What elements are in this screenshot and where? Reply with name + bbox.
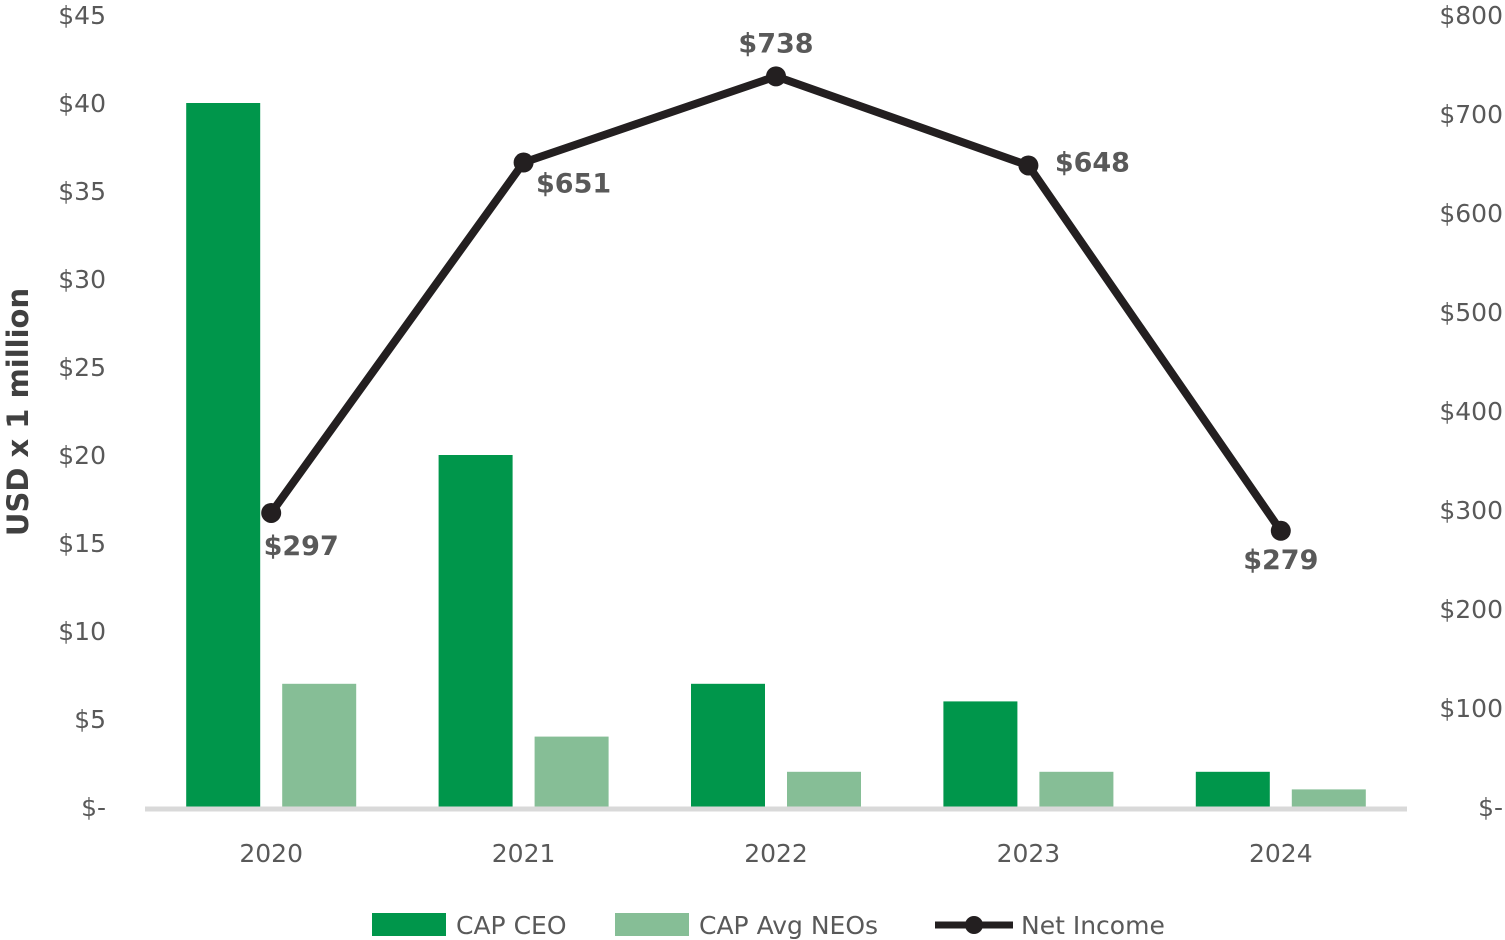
y-tick-label-right: $- — [1478, 793, 1503, 822]
x-tick-label-2021: 2021 — [492, 839, 556, 868]
bar-cap-avg-neos-2022 — [787, 771, 861, 807]
y-tick-label-left: $- — [81, 793, 106, 822]
y-tick-label-right: $700 — [1439, 100, 1503, 129]
y-tick-label-left: $40 — [58, 89, 106, 118]
y-tick-label-right: $200 — [1439, 595, 1503, 624]
y-tick-label-right: $300 — [1439, 496, 1503, 525]
net-income-data-label-2021: $651 — [536, 169, 611, 200]
y-tick-label-left: $20 — [58, 441, 106, 470]
y-axis-right: $- $100 $200 $300 $400 $500 $600 $700 $800 — [1439, 1, 1503, 822]
legend-label-net-income: Net Income — [1021, 911, 1165, 940]
legend: CAP CEO CAP Avg NEOs Net Income — [372, 911, 1165, 940]
bar-cap-ceo-2022 — [691, 683, 765, 807]
x-tick-label-2020: 2020 — [239, 839, 303, 868]
net-income-line — [267, 72, 1285, 534]
bar-cap-ceo-2024 — [1195, 771, 1270, 807]
bar-cap-avg-neos-2023 — [1039, 771, 1114, 807]
bar-cap-avg-neos-2021 — [534, 736, 609, 807]
net-income-point-2022 — [766, 66, 786, 87]
legend-marker-net-income — [965, 916, 983, 934]
legend-swatch-cap-avg-neos — [615, 913, 689, 936]
net-income-data-label-2020: $297 — [264, 531, 339, 562]
net-income-line-layer: $297 $651 $738 $648 $279 — [261, 28, 1318, 576]
y-tick-label-left: $5 — [74, 705, 106, 734]
bar-cap-ceo-2021 — [438, 455, 513, 807]
y-tick-label-left: $25 — [58, 353, 106, 382]
y-tick-label-right: $100 — [1439, 694, 1503, 723]
net-income-data-label-2022: $738 — [738, 28, 813, 59]
y-tick-label-right: $600 — [1439, 199, 1503, 228]
y-tick-label-right: $400 — [1439, 397, 1503, 426]
legend-label-cap-avg-neos: CAP Avg NEOs — [699, 911, 878, 940]
bar-cap-ceo-2023 — [943, 701, 1018, 807]
legend-swatch-cap-ceo — [372, 913, 446, 936]
bar-cap-ceo-2020 — [186, 103, 261, 807]
y-tick-label-left: $45 — [58, 1, 106, 30]
x-tick-label-2023: 2023 — [997, 839, 1061, 868]
y-axis-left: $- $5 $10 $15 $20 $25 $30 $35 $40 $45 — [58, 1, 106, 822]
y-tick-label-right: $800 — [1439, 1, 1503, 30]
net-income-point-2024 — [1270, 520, 1291, 541]
x-tick-labels: 2020 2021 2022 2023 2024 — [239, 839, 1312, 868]
net-income-point-2023 — [1018, 155, 1039, 176]
bar-cap-avg-neos-2020 — [282, 683, 357, 807]
net-income-point-2021 — [513, 152, 534, 173]
net-income-data-label-2023: $648 — [1055, 147, 1130, 178]
x-tick-label-2022: 2022 — [744, 839, 808, 868]
bars-layer — [186, 103, 1366, 807]
net-income-point-2020 — [261, 502, 282, 523]
x-tick-label-2024: 2024 — [1249, 839, 1313, 868]
legend-label-cap-ceo: CAP CEO — [456, 911, 567, 940]
bar-cap-avg-neos-2024 — [1291, 789, 1366, 807]
net-income-data-label-2024: $279 — [1243, 545, 1318, 576]
y-tick-label-left: $10 — [58, 617, 106, 646]
y-axis-title: USD x 1 million — [1, 288, 35, 536]
y-tick-label-left: $15 — [58, 529, 106, 558]
y-tick-label-left: $35 — [58, 177, 106, 206]
y-tick-label-left: $30 — [58, 265, 106, 294]
y-tick-label-right: $500 — [1439, 298, 1503, 327]
